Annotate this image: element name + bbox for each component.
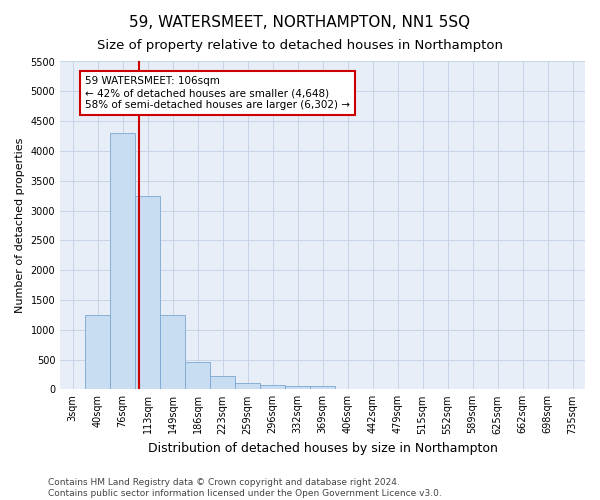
Text: Contains HM Land Registry data © Crown copyright and database right 2024.
Contai: Contains HM Land Registry data © Crown c… bbox=[48, 478, 442, 498]
Bar bbox=[85, 315, 110, 390]
Bar bbox=[135, 196, 160, 390]
Bar bbox=[235, 384, 260, 390]
Bar bbox=[210, 376, 235, 390]
Bar bbox=[110, 133, 135, 390]
Text: Size of property relative to detached houses in Northampton: Size of property relative to detached ho… bbox=[97, 39, 503, 52]
Bar bbox=[310, 386, 335, 390]
Bar bbox=[285, 386, 310, 390]
Bar bbox=[185, 362, 210, 390]
X-axis label: Distribution of detached houses by size in Northampton: Distribution of detached houses by size … bbox=[148, 442, 497, 455]
Y-axis label: Number of detached properties: Number of detached properties bbox=[15, 138, 25, 313]
Bar bbox=[160, 315, 185, 390]
Text: 59 WATERSMEET: 106sqm
← 42% of detached houses are smaller (4,648)
58% of semi-d: 59 WATERSMEET: 106sqm ← 42% of detached … bbox=[85, 76, 350, 110]
Bar bbox=[260, 385, 285, 390]
Text: 59, WATERSMEET, NORTHAMPTON, NN1 5SQ: 59, WATERSMEET, NORTHAMPTON, NN1 5SQ bbox=[130, 15, 470, 30]
